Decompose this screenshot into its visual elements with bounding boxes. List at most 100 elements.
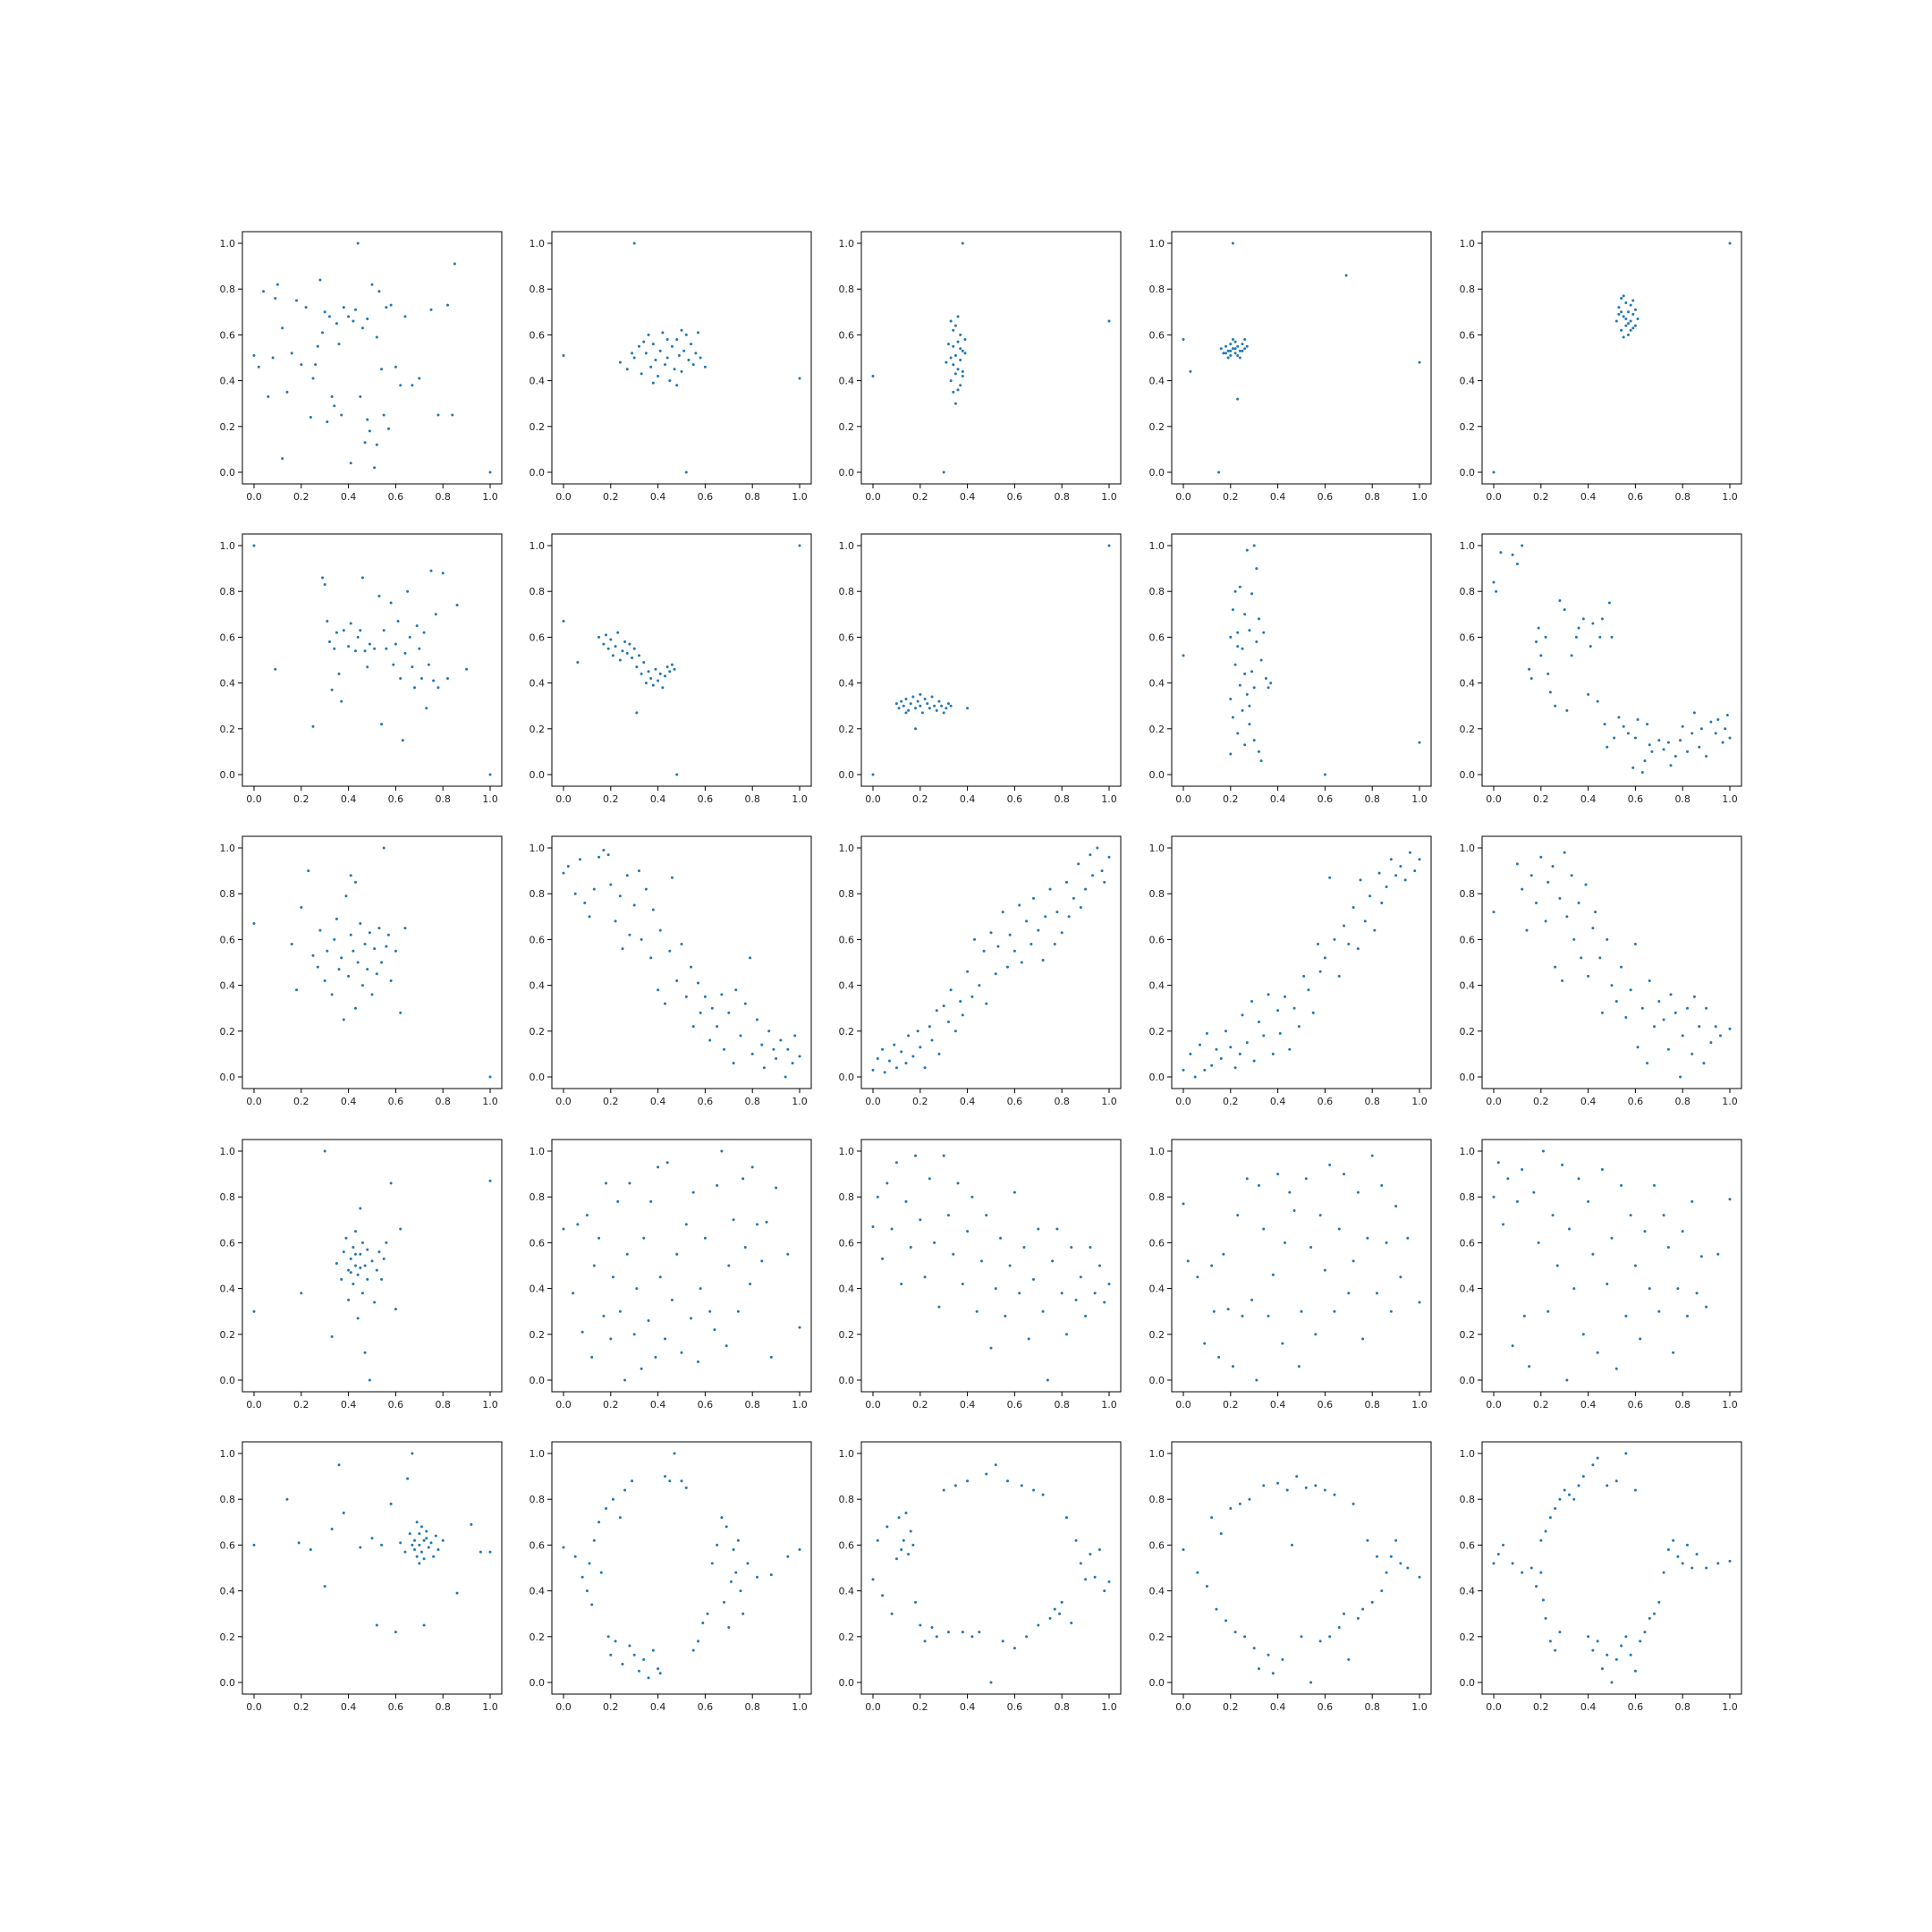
data-point (382, 413, 386, 417)
y-tick-label: 0.0 (1460, 769, 1476, 781)
data-point (1653, 1183, 1657, 1187)
data-point (985, 1214, 988, 1217)
data-point (453, 262, 456, 266)
data-point (762, 1066, 766, 1070)
data-point (696, 981, 699, 985)
data-point (1594, 911, 1597, 914)
data-point (470, 1522, 473, 1526)
x-tick-label: 0.6 (698, 793, 714, 805)
data-point (654, 667, 657, 671)
data-point (1502, 1543, 1505, 1546)
data-point (668, 949, 672, 953)
y-tick-label: 0.6 (1149, 934, 1165, 945)
data-point (411, 1452, 414, 1455)
data-point (1323, 1268, 1326, 1272)
data-point (1522, 1314, 1526, 1318)
data-point (403, 315, 407, 318)
x-tick-label: 0.6 (1628, 793, 1644, 805)
panel-3-5: 0.0 0.2 0.4 0.6 0.8 1.00.00.20.40.60.81.0 (1460, 835, 1742, 1107)
data-point (871, 773, 875, 776)
x-tick-label: 1.0 (792, 1701, 808, 1713)
data-point (429, 1541, 433, 1545)
data-point (649, 676, 653, 680)
y-tick-label: 0.4 (530, 1586, 546, 1597)
y-tick-label: 0.6 (530, 1539, 546, 1551)
data-point (1600, 617, 1604, 621)
data-point (933, 704, 936, 708)
data-point (1535, 1584, 1538, 1588)
data-point (1323, 1488, 1326, 1492)
y-tick-label: 1.0 (1460, 843, 1476, 854)
panel-3-1: 0.0 0.2 0.4 0.6 0.8 1.00.00.20.40.60.81.0 (220, 835, 503, 1107)
x-tick-label: 1.0 (1101, 793, 1117, 805)
data-point (687, 359, 691, 362)
y-tick-label: 0.2 (839, 1026, 855, 1038)
data-point (1189, 369, 1192, 373)
data-point (1048, 887, 1052, 891)
data-point (1389, 1309, 1393, 1313)
data-point (1231, 242, 1234, 245)
data-point (1558, 896, 1562, 900)
data-point (1233, 347, 1237, 351)
data-point (1629, 1653, 1632, 1657)
data-point (356, 242, 360, 245)
data-point (455, 604, 459, 607)
data-point (1532, 1191, 1536, 1194)
y-tick-label: 0.4 (220, 678, 236, 690)
data-point (1589, 645, 1592, 648)
data-point (904, 698, 908, 701)
data-point (900, 1050, 903, 1054)
data-point (632, 1333, 636, 1336)
data-point (602, 1314, 606, 1318)
y-tick-label: 1.0 (1460, 238, 1476, 250)
data-point (625, 651, 629, 655)
data-point (1603, 723, 1606, 726)
data-point (729, 1580, 733, 1583)
data-point (337, 1463, 341, 1467)
data-point (1705, 755, 1708, 758)
data-point (933, 1241, 936, 1244)
data-point (621, 649, 624, 653)
data-point (1385, 1571, 1388, 1574)
data-point (1681, 1562, 1684, 1565)
data-point (368, 429, 371, 433)
x-tick-label: 0.0 (1175, 491, 1191, 503)
data-point (1267, 1314, 1270, 1318)
data-point (1236, 1214, 1240, 1217)
data-point (1224, 352, 1228, 355)
data-point (1060, 1292, 1063, 1295)
data-point (926, 702, 929, 706)
data-point (1072, 896, 1075, 900)
data-point (1224, 344, 1228, 348)
x-tick-label: 0.8 (1054, 1399, 1070, 1411)
panel-4-1: 0.0 0.2 0.4 0.6 0.8 1.00.00.20.40.60.81.0 (220, 1139, 503, 1411)
y-tick-label: 0.8 (220, 284, 236, 295)
data-point (300, 1292, 303, 1295)
data-point (330, 1335, 334, 1338)
x-tick-label: 0.8 (435, 1701, 451, 1713)
data-point (1318, 970, 1322, 973)
data-point (1037, 928, 1040, 932)
panel-grid: 0.0 0.2 0.4 0.6 0.8 1.00.00.20.40.60.81.00.0 0… (220, 231, 1742, 1713)
data-point (1685, 1006, 1689, 1010)
x-tick-label: 0.2 (293, 1701, 309, 1713)
axes-frame (1171, 231, 1432, 485)
data-point (1352, 1259, 1355, 1263)
data-point (1250, 592, 1254, 596)
data-point (611, 654, 614, 657)
x-tick-label: 1.0 (1722, 1096, 1738, 1107)
data-point (1606, 1282, 1609, 1285)
data-point (1248, 629, 1251, 632)
data-point (876, 1057, 879, 1061)
panel-1-4: 0.0 0.2 0.4 0.6 0.8 1.00.00.20.40.60.81.0 (1149, 231, 1432, 503)
data-point (1361, 1337, 1365, 1341)
x-tick-label: 0.0 (1486, 1399, 1502, 1411)
y-tick-label: 0.4 (1149, 980, 1165, 992)
data-point (1521, 887, 1524, 891)
data-point (1352, 906, 1355, 910)
data-point (657, 679, 660, 682)
data-point (1577, 901, 1580, 904)
data-point (1089, 853, 1092, 857)
x-tick-label: 0.8 (1674, 1701, 1690, 1713)
data-point (1662, 1214, 1665, 1217)
